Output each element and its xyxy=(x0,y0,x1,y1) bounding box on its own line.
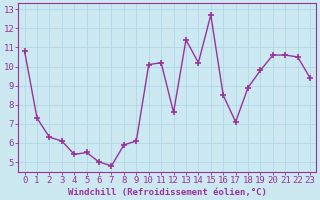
X-axis label: Windchill (Refroidissement éolien,°C): Windchill (Refroidissement éolien,°C) xyxy=(68,188,267,197)
